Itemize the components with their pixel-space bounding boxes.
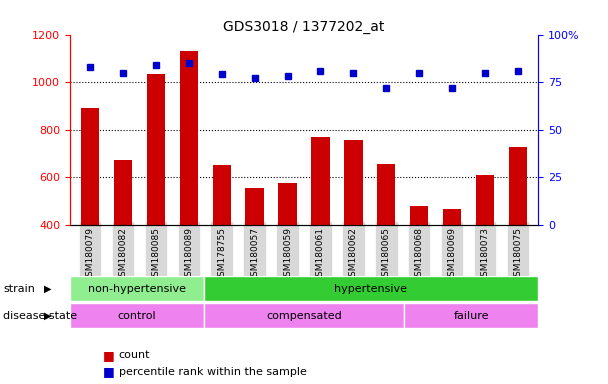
Text: compensated: compensated: [266, 311, 342, 321]
Bar: [476, 175, 494, 320]
Title: GDS3018 / 1377202_at: GDS3018 / 1377202_at: [223, 20, 385, 33]
Text: percentile rank within the sample: percentile rank within the sample: [119, 367, 306, 377]
Text: ▶: ▶: [44, 311, 52, 321]
Bar: [311, 137, 330, 320]
Bar: [147, 74, 165, 320]
Text: ■: ■: [103, 349, 115, 362]
Text: strain: strain: [3, 284, 35, 294]
Bar: [378, 164, 395, 320]
Text: ▶: ▶: [44, 284, 52, 294]
Text: hypertensive: hypertensive: [334, 284, 407, 294]
Text: control: control: [117, 311, 156, 321]
Bar: [510, 147, 527, 320]
Text: count: count: [119, 350, 150, 360]
Text: non-hypertensive: non-hypertensive: [88, 284, 186, 294]
Bar: [404, 303, 538, 328]
Bar: [204, 303, 404, 328]
Bar: [443, 209, 461, 320]
Bar: [70, 303, 204, 328]
Bar: [344, 140, 362, 320]
Bar: [81, 108, 98, 320]
Bar: [114, 161, 132, 320]
Bar: [278, 183, 297, 320]
Text: failure: failure: [454, 311, 489, 321]
Bar: [179, 51, 198, 320]
Bar: [410, 206, 429, 320]
Text: disease state: disease state: [3, 311, 77, 321]
Bar: [246, 188, 264, 320]
Bar: [204, 276, 538, 301]
Bar: [70, 276, 204, 301]
Text: ■: ■: [103, 365, 115, 378]
Bar: [213, 165, 230, 320]
